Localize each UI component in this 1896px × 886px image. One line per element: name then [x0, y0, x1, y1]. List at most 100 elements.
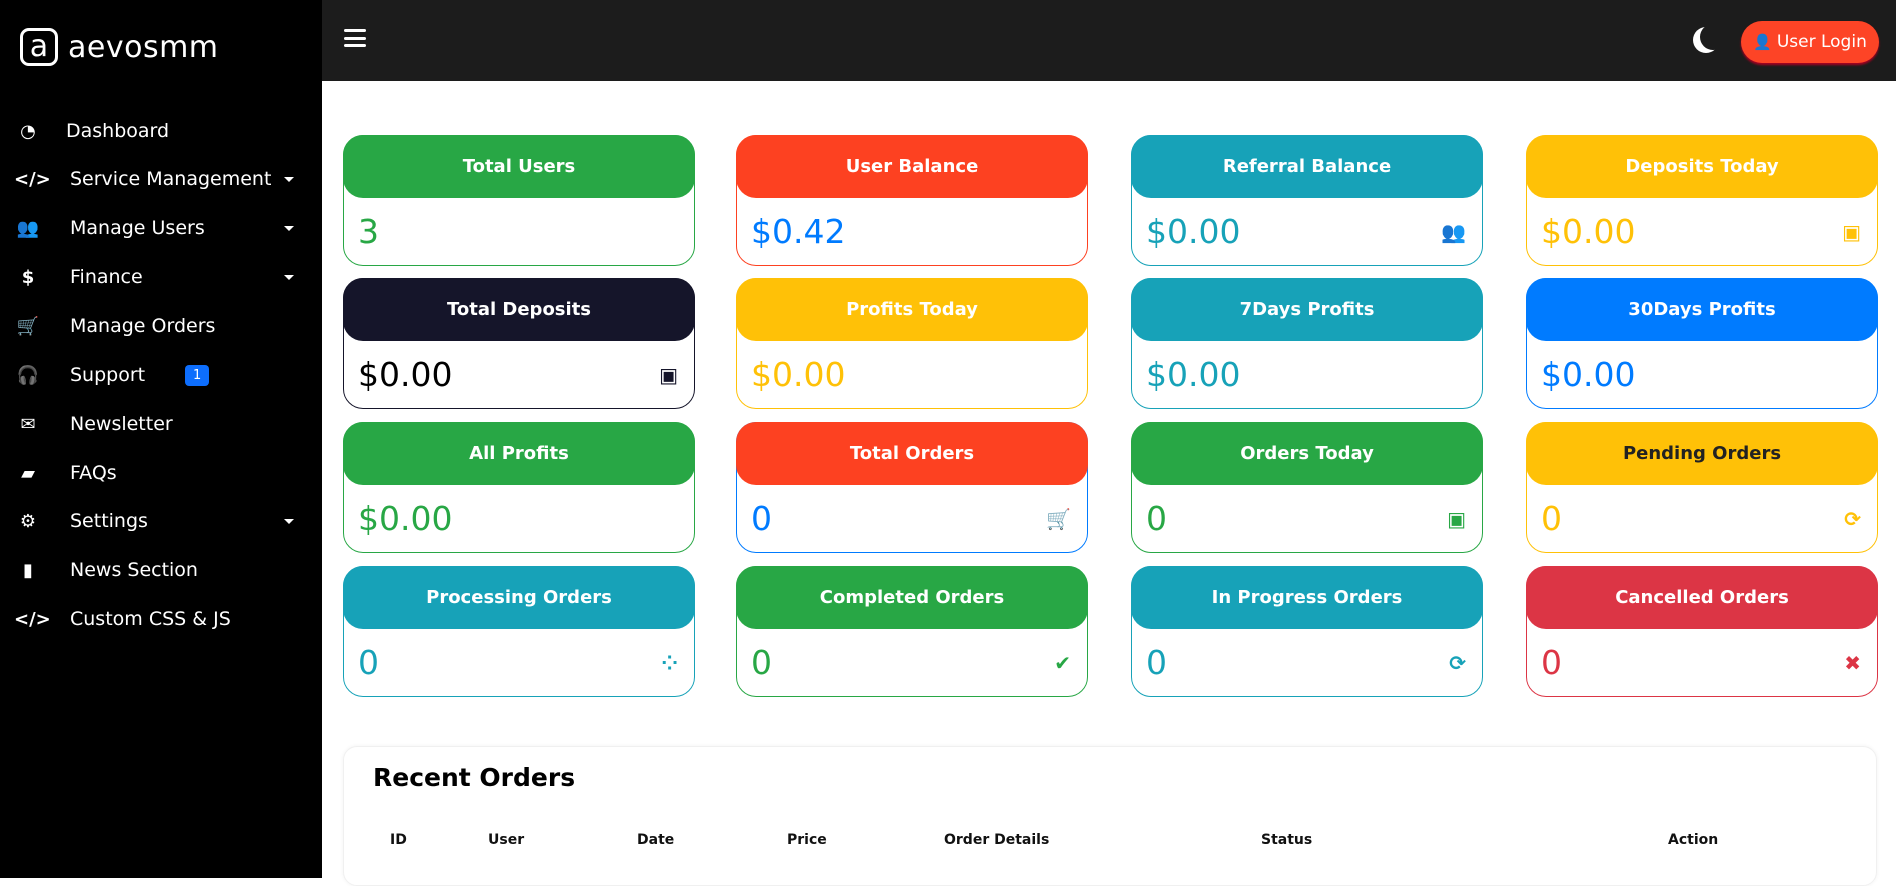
stat-card-orders-today: Orders Today 0 ▣ — [1131, 422, 1483, 553]
support-badge: 1 — [185, 364, 210, 386]
stat-card-value: 3 — [358, 212, 379, 251]
column-header-date[interactable]: Date — [637, 832, 675, 848]
stat-card-value: 0 — [751, 643, 772, 682]
envelope-icon: ✉ — [20, 413, 36, 435]
dark-mode-moon-icon[interactable] — [1700, 24, 1726, 50]
stat-card-title: Total Deposits — [343, 278, 695, 341]
money-bill-icon: ▣ — [659, 363, 678, 387]
stat-card-all-profits: All Profits $0.00 — [343, 422, 695, 553]
stat-card-title: Deposits Today — [1526, 135, 1878, 198]
times-circle-icon: ✖ — [1844, 651, 1861, 675]
stat-card-title: All Profits — [343, 422, 695, 485]
stat-card-value: 0 — [1146, 643, 1167, 682]
logo-icon: a — [20, 28, 58, 66]
users-icon: 👥 — [16, 217, 40, 239]
sidebar-item-label: FAQs — [70, 462, 117, 484]
user-login-button[interactable]: 👤 User Login — [1741, 21, 1879, 63]
stat-card-title: Orders Today — [1131, 422, 1483, 485]
code-icon: </> — [14, 168, 51, 190]
folder-icon: ▰ — [21, 462, 35, 484]
stat-card-title: Pending Orders — [1526, 422, 1878, 485]
cart-icon: 🛒 — [16, 315, 40, 337]
sidebar-item-support[interactable]: 🎧 Support 1 — [0, 355, 322, 395]
sidebar-item-dashboard[interactable]: ◔ Dashboard — [0, 111, 322, 151]
column-header-order-details[interactable]: Order Details — [944, 832, 1050, 848]
user-icon: 👤 — [1753, 33, 1772, 51]
stat-card-processing-orders: Processing Orders 0 ⁘ — [343, 566, 695, 697]
sidebar-item-manage-orders[interactable]: 🛒 Manage Orders — [0, 306, 322, 346]
sidebar-item-news-section[interactable]: ▮ News Section — [0, 550, 322, 590]
stat-card-value: 0 — [751, 499, 772, 538]
stat-card-title: Total Users — [343, 135, 695, 198]
stat-card-30days-profits: 30Days Profits $0.00 — [1526, 278, 1878, 409]
sidebar-item-service-management[interactable]: </> Service Management — [0, 159, 322, 199]
money-bill-icon: ▣ — [1842, 220, 1861, 244]
file-icon: ▮ — [23, 559, 33, 581]
cogs-icon: ⚙ — [19, 510, 37, 532]
stat-card-value: $0.42 — [751, 212, 846, 251]
stat-card-total-deposits: Total Deposits $0.00 ▣ — [343, 278, 695, 409]
stat-card-profits-today: Profits Today $0.00 — [736, 278, 1088, 409]
sidebar-item-custom-css-js[interactable]: </> Custom CSS & JS — [0, 599, 322, 639]
stat-card-title: Cancelled Orders — [1526, 566, 1878, 629]
sidebar-item-label: Manage Orders — [70, 315, 216, 337]
sidebar-item-label: Dashboard — [66, 120, 170, 142]
sidebar-item-label: Finance — [70, 266, 143, 288]
caret-down-icon — [284, 274, 294, 280]
caret-down-icon — [284, 518, 294, 524]
tachometer-icon: ◔ — [20, 120, 36, 142]
stat-card-value: $0.00 — [1146, 355, 1241, 394]
dollar-icon: $ — [21, 266, 35, 288]
sidebar-item-label: News Section — [70, 559, 198, 581]
stat-card-value: 0 — [1541, 499, 1562, 538]
sidebar-item-newsletter[interactable]: ✉ Newsletter — [0, 404, 322, 444]
stat-card-total-orders: Total Orders 0 🛒 — [736, 422, 1088, 553]
stat-card-title: Profits Today — [736, 278, 1088, 341]
check-circle-icon: ✔ — [1054, 651, 1071, 675]
column-header-user[interactable]: User — [488, 832, 525, 848]
sync-icon: ⟳ — [1844, 507, 1861, 531]
stat-card-referral-balance: Referral Balance $0.00 👥 — [1131, 135, 1483, 266]
stat-card-title: 30Days Profits — [1526, 278, 1878, 341]
stat-card-cancelled-orders: Cancelled Orders 0 ✖ — [1526, 566, 1878, 697]
stat-card-value: 0 — [1541, 643, 1562, 682]
stat-card-value: 0 — [1146, 499, 1167, 538]
user-login-label: User Login — [1776, 32, 1867, 52]
brand-logo[interactable]: a aevosmm — [20, 28, 219, 66]
column-header-price[interactable]: Price — [787, 832, 827, 848]
column-header-status[interactable]: Status — [1261, 832, 1313, 848]
sidebar-item-label: Settings — [70, 510, 148, 532]
stat-card-completed-orders: Completed Orders 0 ✔ — [736, 566, 1088, 697]
stat-card-deposits-today: Deposits Today $0.00 ▣ — [1526, 135, 1878, 266]
stat-card-7days-profits: 7Days Profits $0.00 — [1131, 278, 1483, 409]
sidebar-item-label: Custom CSS & JS — [70, 608, 231, 630]
sidebar-item-label: Manage Users — [70, 217, 205, 239]
users-icon: 👥 — [1441, 220, 1466, 244]
stat-card-value: $0.00 — [1541, 212, 1636, 251]
recent-orders-title: Recent Orders — [373, 763, 576, 792]
sidebar-item-manage-users[interactable]: 👥 Manage Users — [0, 208, 322, 248]
stat-card-title: Processing Orders — [343, 566, 695, 629]
stat-card-value: $0.00 — [1146, 212, 1241, 251]
brand-name: aevosmm — [68, 29, 219, 65]
menu-toggle-icon[interactable] — [344, 29, 366, 47]
recent-orders-panel: Recent Orders ID User Date Price Order Detai… — [343, 746, 1877, 886]
sidebar-item-finance[interactable]: $ Finance — [0, 257, 322, 297]
sidebar-item-settings[interactable]: ⚙ Settings — [0, 501, 322, 541]
cart-icon: 🛒 — [1046, 507, 1071, 531]
stat-card-value: $0.00 — [1541, 355, 1636, 394]
column-header-action[interactable]: Action — [1668, 832, 1719, 848]
stat-card-user-balance: User Balance $0.42 — [736, 135, 1088, 266]
spinner-icon: ⁘ — [661, 651, 678, 675]
column-header-id[interactable]: ID — [390, 832, 407, 848]
stat-card-title: Completed Orders — [736, 566, 1088, 629]
stat-card-in-progress-orders: In Progress Orders 0 ⟳ — [1131, 566, 1483, 697]
stat-card-title: In Progress Orders — [1131, 566, 1483, 629]
stat-card-title: Referral Balance — [1131, 135, 1483, 198]
top-bar: 👤 User Login — [322, 0, 1896, 81]
sidebar-item-faqs[interactable]: ▰ FAQs — [0, 453, 322, 493]
caret-down-icon — [284, 225, 294, 231]
money-bill-icon: ▣ — [1447, 507, 1466, 531]
stat-card-total-users: Total Users 3 — [343, 135, 695, 266]
stat-card-value: $0.00 — [358, 499, 453, 538]
